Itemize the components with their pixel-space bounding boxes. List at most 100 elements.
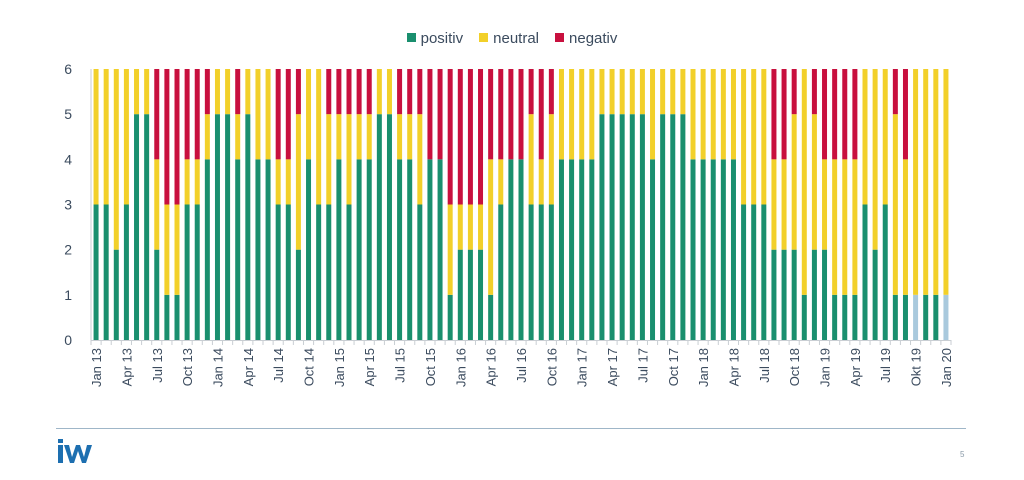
bar-segment-positiv: [751, 204, 757, 340]
x-tick-label: Oct 13: [180, 348, 195, 386]
bar-segment-neutral: [154, 159, 160, 250]
bar-segment-positiv: [498, 204, 504, 340]
footer-divider: [56, 428, 966, 429]
bar-segment-positiv: [943, 294, 949, 340]
bar-segment-positiv: [356, 159, 362, 340]
bar-segment-neutral: [164, 204, 170, 295]
x-tick-label: Jan 14: [210, 348, 225, 387]
x-tick-label: Apr 14: [241, 348, 256, 386]
bar-segment-positiv: [781, 249, 787, 340]
bar-segment-neutral: [386, 69, 392, 115]
bar-segment-neutral: [822, 159, 828, 250]
bar-segment-neutral: [214, 69, 220, 115]
bar-segment-neutral: [356, 114, 362, 160]
bar-segment-positiv: [417, 204, 423, 340]
bar-segment-neutral: [558, 69, 564, 160]
bar-segment-negativ: [427, 69, 433, 160]
x-tick-label: Jul 18: [757, 348, 772, 383]
bar-segment-neutral: [609, 69, 615, 115]
bar-segment-neutral: [690, 69, 696, 160]
bar-segment-positiv: [528, 204, 534, 340]
bar-segment-neutral: [174, 204, 180, 295]
bar-segment-positiv: [680, 114, 686, 341]
bar-segment-negativ: [184, 69, 190, 160]
bar-segment-positiv: [174, 294, 180, 340]
bar-segment-positiv: [801, 294, 807, 340]
bar-segment-neutral: [235, 114, 241, 160]
bar-segment-neutral: [407, 114, 413, 160]
bar-segment-neutral: [417, 114, 423, 205]
bar-segment-neutral: [933, 69, 939, 295]
bar-segment-positiv: [113, 249, 119, 340]
bar-segment-positiv: [184, 204, 190, 340]
bar-segment-negativ: [528, 69, 534, 115]
x-tick-label: Jul 19: [878, 348, 893, 383]
legend-item-negativ: negativ: [555, 30, 617, 47]
bar-segment-neutral: [528, 114, 534, 205]
x-tick-label: Apr 18: [726, 348, 741, 386]
bar-segment-negativ: [518, 69, 524, 160]
bar-segment-positiv: [629, 114, 635, 341]
bar-segment-negativ: [346, 69, 352, 115]
bar-segment-negativ: [417, 69, 423, 115]
bar-segment-neutral: [326, 114, 332, 205]
bar-segment-negativ: [811, 69, 817, 115]
bar-segment-neutral: [629, 69, 635, 115]
x-tick-label: Apr 16: [484, 348, 499, 386]
bar-segment-negativ: [366, 69, 372, 115]
bar-segment-positiv: [569, 159, 575, 340]
bar-segment-neutral: [913, 69, 919, 295]
bar-segment-neutral: [801, 69, 807, 295]
bar-segment-positiv: [235, 159, 241, 340]
x-tick-label: Jan 16: [453, 348, 468, 387]
bar-segment-neutral: [346, 114, 352, 205]
bar-segment-negativ: [194, 69, 200, 160]
bar-segment-positiv: [660, 114, 666, 341]
bar-segment-positiv: [255, 159, 261, 340]
bar-segment-positiv: [852, 294, 858, 340]
bar-segment-neutral: [902, 159, 908, 295]
bar-segment-positiv: [670, 114, 676, 341]
legend-swatch: [555, 33, 565, 42]
bar-segment-neutral: [943, 69, 949, 295]
bar-segment-neutral: [670, 69, 676, 115]
bar-segment-positiv: [538, 204, 544, 340]
bar-segment-neutral: [134, 69, 140, 115]
bar-segment-positiv: [336, 159, 342, 340]
bar-segment-neutral: [255, 69, 261, 160]
bar-segment-positiv: [194, 204, 200, 340]
bar-segment-positiv: [326, 204, 332, 340]
bar-segment-positiv: [134, 114, 140, 341]
bar-segment-positiv: [730, 159, 736, 340]
y-tick-label: 1: [64, 287, 72, 303]
bar-segment-neutral: [548, 114, 554, 205]
bar-segment-positiv: [225, 114, 231, 341]
bar-segment-neutral: [761, 69, 767, 205]
bar-segment-positiv: [346, 204, 352, 340]
bar-segment-negativ: [822, 69, 828, 160]
bar-segment-negativ: [447, 69, 453, 205]
x-tick-label: Jul 13: [150, 348, 165, 383]
bar-segment-neutral: [842, 159, 848, 295]
bar-segment-neutral: [275, 159, 281, 205]
bar-segment-neutral: [488, 159, 494, 295]
bar-segment-neutral: [538, 159, 544, 205]
bar-segment-positiv: [245, 114, 251, 341]
bar-segment-positiv: [609, 114, 615, 341]
bar-segment-negativ: [771, 69, 777, 160]
bar-segment-positiv: [407, 159, 413, 340]
iw-logo-icon: [58, 439, 92, 463]
x-tick-label: Jan 13: [89, 348, 104, 387]
bar-segment-positiv: [447, 294, 453, 340]
bar-segment-positiv: [832, 294, 838, 340]
bar-segment-neutral: [123, 69, 129, 205]
legend-swatch: [479, 33, 489, 42]
x-tick-label: Apr 17: [605, 348, 620, 386]
bar-segment-negativ: [235, 69, 241, 115]
bar-segment-neutral: [467, 204, 473, 250]
bar-segment-positiv: [650, 159, 656, 340]
bar-segment-neutral: [660, 69, 666, 115]
bar-segment-negativ: [488, 69, 494, 160]
bar-segment-positiv: [741, 204, 747, 340]
bar-segment-neutral: [892, 114, 898, 295]
